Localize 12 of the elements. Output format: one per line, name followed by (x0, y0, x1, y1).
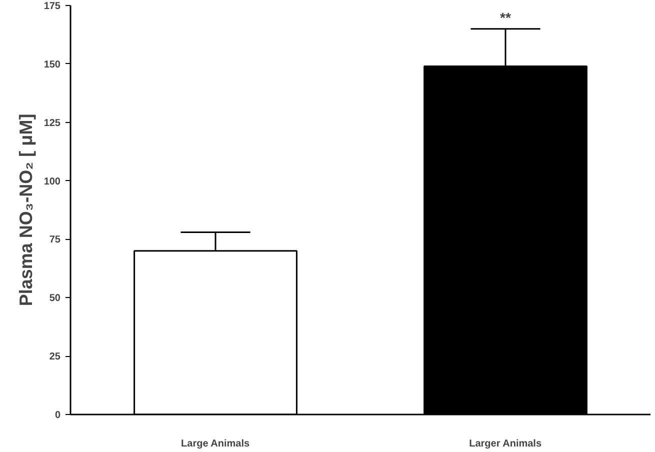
y-tick-label: 50 (49, 293, 61, 304)
y-tick-label: 75 (49, 234, 61, 246)
x-tick-label: Larger Animals (469, 438, 542, 450)
y-tick-label: 175 (44, 1, 61, 12)
y-tick-label: 125 (44, 118, 61, 129)
annotation: ** (500, 10, 512, 26)
y-axis-title: Plasma NO₃-NO₂ [ μM] (16, 114, 36, 306)
y-tick-label: 100 (44, 176, 61, 188)
y-tick-label: 0 (54, 410, 61, 421)
y-tick-label: 150 (44, 59, 61, 70)
x-tick-label: Large Animals (181, 438, 250, 450)
y-tick-label: 25 (49, 352, 61, 363)
